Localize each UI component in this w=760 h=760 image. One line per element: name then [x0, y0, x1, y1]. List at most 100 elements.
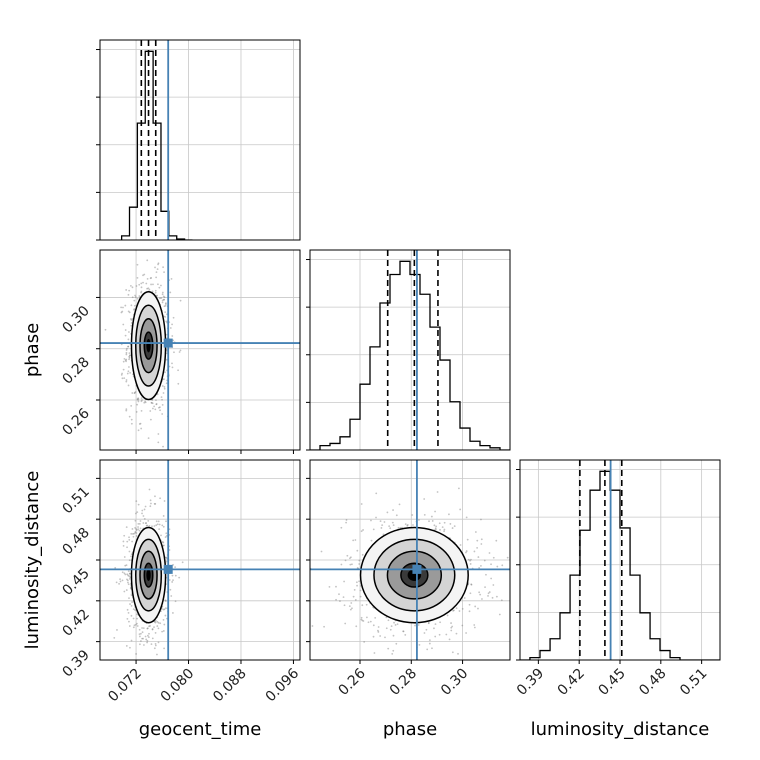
sample-point — [465, 551, 467, 554]
sample-point — [137, 400, 140, 403]
sample-point — [470, 558, 472, 561]
sample-point — [128, 289, 131, 292]
sample-point — [414, 624, 416, 627]
sample-point — [157, 441, 160, 444]
sample-point — [450, 629, 453, 632]
sample-point — [151, 628, 154, 631]
sample-point — [383, 521, 386, 523]
sample-point — [120, 306, 123, 309]
sample-point — [474, 531, 477, 533]
sample-point — [120, 311, 123, 314]
sample-point — [163, 298, 165, 301]
sample-point — [465, 632, 468, 634]
sample-point — [141, 637, 143, 640]
sample-point — [127, 345, 130, 348]
sample-point — [128, 572, 131, 575]
sample-point — [370, 539, 373, 542]
sample-point — [148, 632, 150, 635]
sample-point — [140, 632, 142, 635]
sample-point — [135, 411, 138, 413]
sample-point — [150, 401, 153, 404]
sample-point — [156, 393, 159, 396]
sample-point — [114, 566, 117, 569]
sample-point — [425, 628, 428, 631]
sample-point — [138, 295, 141, 297]
sample-point — [132, 617, 135, 620]
sample-point — [133, 532, 135, 535]
sample-point — [417, 624, 420, 626]
sample-point — [455, 607, 458, 610]
sample-point — [153, 405, 156, 408]
sample-point — [137, 522, 140, 525]
sample-point — [473, 624, 476, 626]
density-peak — [146, 338, 151, 353]
sample-point — [427, 621, 430, 624]
sample-point — [125, 526, 128, 529]
sample-point — [155, 403, 158, 406]
sample-point — [165, 560, 168, 563]
sample-point — [157, 262, 160, 265]
sample-point — [461, 607, 464, 610]
sample-point — [131, 296, 134, 299]
sample-point — [355, 581, 358, 584]
y-tick-label: 0.48 — [59, 525, 92, 558]
sample-point — [469, 592, 472, 595]
sample-point — [480, 538, 483, 541]
sample-point — [123, 534, 126, 537]
sample-point — [335, 585, 337, 588]
sample-point — [361, 553, 364, 556]
sample-point — [358, 559, 361, 562]
sample-point — [161, 301, 164, 304]
sample-point — [134, 519, 137, 522]
sample-point — [136, 625, 139, 627]
sample-point — [164, 371, 166, 374]
sample-point — [128, 356, 131, 359]
y-tick-label: 0.42 — [59, 606, 92, 639]
sample-point — [343, 580, 345, 583]
x-tick-label: 0.072 — [105, 666, 145, 706]
sample-point — [171, 366, 174, 369]
sample-point — [496, 565, 499, 568]
sample-point — [130, 532, 133, 535]
sample-point — [153, 620, 156, 623]
sample-point — [141, 509, 144, 512]
sample-point — [177, 369, 179, 372]
sample-point — [130, 404, 133, 407]
sample-point — [146, 259, 149, 262]
sample-point — [430, 515, 433, 518]
sample-point — [139, 527, 142, 530]
sample-point — [135, 512, 137, 515]
sample-point — [135, 528, 137, 530]
sample-point — [140, 409, 143, 412]
sample-point — [485, 573, 487, 576]
sample-point — [153, 626, 155, 628]
sample-point — [140, 640, 142, 642]
sample-point — [148, 488, 151, 491]
sample-point — [154, 408, 157, 411]
sample-point — [128, 311, 131, 314]
sample-point — [128, 625, 131, 627]
sample-point — [172, 612, 174, 614]
y-axis-label: phase — [22, 323, 43, 377]
sample-point — [361, 604, 364, 607]
sample-point — [125, 380, 128, 383]
sample-point — [179, 349, 182, 352]
sample-point — [134, 527, 136, 529]
sample-point — [142, 627, 145, 630]
sample-point — [147, 437, 150, 440]
hist-panel-luminosity-distance — [516, 459, 721, 661]
panel-geocent-time-vs-luminosity-distance — [96, 459, 301, 664]
sample-point — [131, 392, 134, 394]
x-tick-label: 0.28 — [387, 666, 420, 699]
sample-point — [131, 486, 133, 488]
sample-point — [154, 291, 157, 294]
sample-point — [142, 522, 145, 524]
sample-point — [165, 520, 167, 523]
sample-point — [477, 607, 479, 610]
sample-point — [142, 637, 145, 640]
sample-point — [121, 571, 124, 574]
sample-point — [365, 603, 368, 606]
sample-point — [157, 641, 160, 644]
sample-point — [168, 579, 171, 581]
sample-point — [122, 540, 125, 543]
